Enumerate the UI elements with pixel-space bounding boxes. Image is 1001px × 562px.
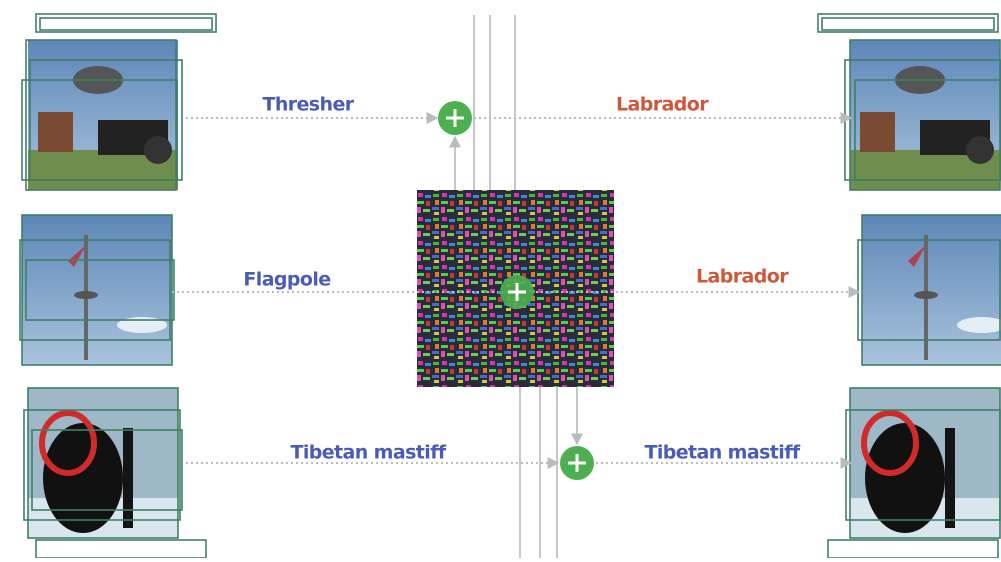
- output-label: Tibetan mastiff: [644, 442, 800, 464]
- input-label: Flagpole: [243, 269, 330, 291]
- right-images: [818, 14, 1001, 558]
- input-label: Thresher: [262, 94, 354, 116]
- left-images: [20, 14, 216, 558]
- output-label: Labrador: [616, 94, 709, 116]
- page: {"rows": [ {"input_label": "Thresher", "…: [0, 0, 1001, 558]
- input-label: Tibetan mastiff: [290, 442, 446, 464]
- diagram: Thresher Labrador Flagpole Labrador Tibe…: [0, 0, 1001, 558]
- output-label: Labrador: [696, 266, 789, 288]
